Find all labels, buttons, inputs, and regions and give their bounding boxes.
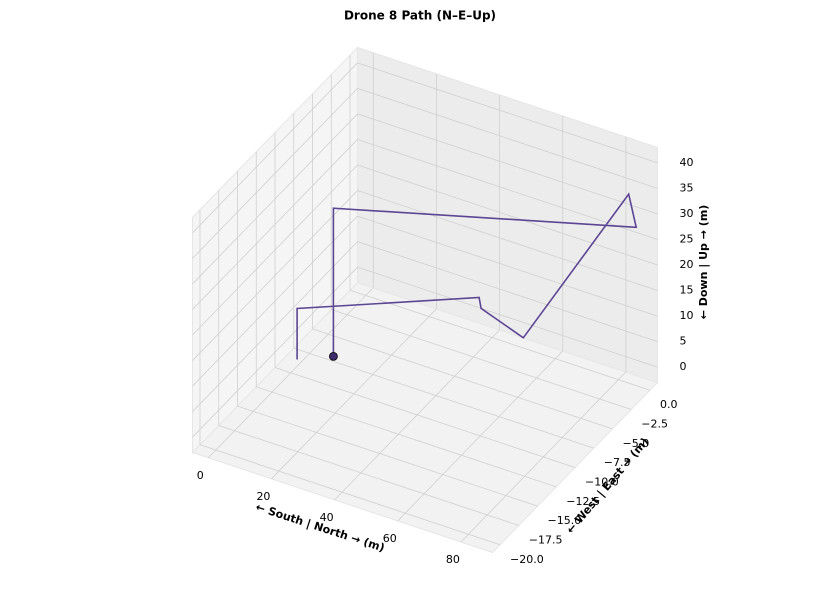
- grid-line: [256, 386, 557, 488]
- grid-line: [349, 289, 651, 391]
- y-tick-label: −10.0: [585, 476, 619, 489]
- y-tick-label: −17.5: [529, 533, 563, 546]
- z-tick-label: 40: [680, 156, 694, 169]
- grid-line: [192, 190, 358, 361]
- x-tick-label: 60: [383, 532, 397, 545]
- y-tick-label: −2.5: [641, 418, 668, 431]
- grid-line: [331, 309, 632, 410]
- grid-line: [192, 164, 358, 336]
- grid-line: [357, 62, 658, 164]
- grid-line: [293, 347, 594, 449]
- grid-line: [357, 190, 658, 291]
- grid-line: [357, 266, 658, 368]
- grid-line: [192, 88, 358, 259]
- z-tick-label: 25: [680, 232, 694, 245]
- z-tick-label: 15: [680, 284, 694, 297]
- grid-line: [357, 113, 658, 215]
- y-tick-label: −20.0: [510, 553, 544, 566]
- z-tick-label: 0: [680, 360, 687, 373]
- z-axis-label: ← Down | Up → (m): [697, 205, 710, 320]
- x-tick-label: 40: [320, 511, 334, 524]
- grid-line: [357, 241, 658, 343]
- grid-line: [192, 113, 358, 285]
- z-tick-label: 10: [680, 309, 694, 322]
- y-tick-label: −12.5: [566, 495, 600, 508]
- y-tick-label: 0.0: [660, 398, 678, 411]
- grid-line: [274, 367, 576, 468]
- z-tick-label: 20: [680, 258, 694, 271]
- y-tick-label: −7.5: [604, 456, 631, 469]
- grid-line: [218, 425, 519, 526]
- y-tick-label: −15.0: [548, 514, 582, 527]
- x-tick-label: 0: [197, 469, 204, 482]
- chart-title: Drone 8 Path (N–E–Up): [344, 9, 496, 23]
- grid-line: [237, 405, 538, 507]
- grid-line: [357, 164, 658, 266]
- grid-line: [192, 215, 358, 387]
- grid-line: [192, 139, 358, 310]
- z-tick-label: 5: [680, 335, 687, 348]
- start-marker: [329, 351, 338, 361]
- z-tick-label: 35: [680, 181, 694, 194]
- grid-line: [192, 62, 358, 234]
- drone-path: [296, 192, 638, 360]
- x-tick-label: 20: [256, 490, 270, 503]
- y-tick-label: −5.0: [623, 437, 650, 450]
- grid-line: [312, 328, 613, 430]
- x-tick-label: 80: [446, 553, 460, 566]
- grid-line: [357, 215, 658, 317]
- grid-line: [192, 266, 358, 438]
- grid-line: [357, 87, 658, 189]
- grid-line: [199, 444, 501, 546]
- z-tick-label: 30: [680, 207, 694, 220]
- grid-line: [192, 241, 358, 412]
